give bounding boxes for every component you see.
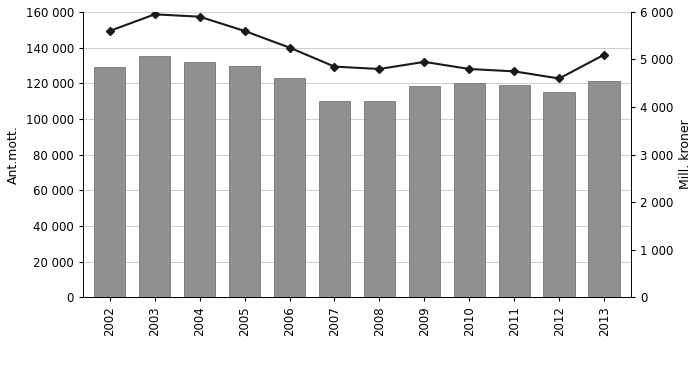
Bar (184, 62, 215, 297)
Bar (589, 82, 620, 297)
Bar (543, 92, 575, 297)
Y-axis label: Mill. kroner: Mill. kroner (679, 120, 692, 189)
Bar (454, 83, 485, 297)
Bar (139, 56, 171, 297)
Bar (409, 86, 440, 297)
Bar (498, 85, 530, 297)
Bar (94, 67, 126, 297)
Bar (319, 101, 350, 297)
Bar (274, 78, 305, 297)
Bar (363, 101, 395, 297)
Y-axis label: Ant.mott.: Ant.mott. (7, 125, 20, 184)
Bar (229, 66, 260, 297)
